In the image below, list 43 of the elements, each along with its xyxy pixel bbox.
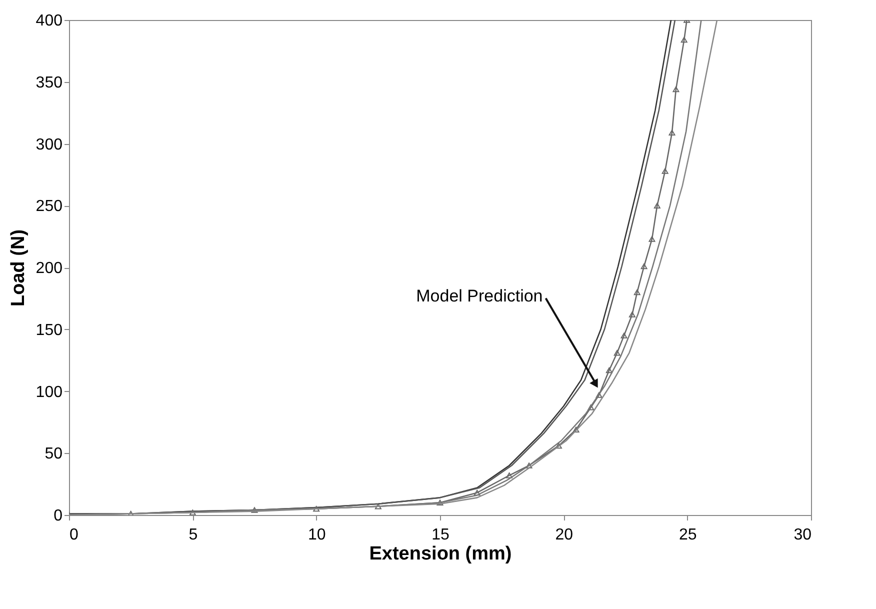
x-tick-label: 15	[432, 526, 450, 544]
y-tick-label: 200	[36, 260, 63, 277]
y-tick-label: 300	[36, 136, 63, 154]
point	[251, 507, 258, 513]
y-tick-label: 400	[36, 12, 63, 30]
x-tick-label: 25	[678, 526, 697, 544]
point	[506, 472, 512, 478]
point	[634, 289, 640, 296]
point	[668, 130, 676, 136]
y-tick-label: 0	[54, 508, 63, 524]
point	[526, 462, 532, 468]
x-tick-label: 20	[555, 526, 574, 544]
point	[436, 500, 444, 506]
y-tick-label: 350	[36, 74, 63, 92]
point	[313, 506, 320, 512]
point	[628, 312, 636, 318]
point	[640, 263, 648, 270]
x-tick-label: 30	[794, 526, 812, 544]
point	[620, 332, 628, 338]
point	[572, 426, 580, 432]
point	[474, 490, 480, 496]
point	[596, 392, 602, 398]
x-tick-label: 0	[70, 526, 78, 544]
point	[654, 202, 660, 208]
point	[648, 236, 656, 242]
x-tick-label: 10	[308, 526, 326, 544]
y-tick-label: 50	[44, 446, 63, 463]
point	[606, 367, 612, 374]
point	[662, 168, 668, 174]
point	[374, 503, 382, 510]
y-tick-label: 100	[36, 384, 63, 401]
point	[672, 86, 680, 92]
point	[680, 36, 688, 43]
point	[614, 350, 620, 356]
point	[189, 510, 196, 515]
y-tick-label: 250	[36, 198, 63, 216]
y-tick-label: 150	[36, 322, 63, 339]
annotation: Model Prediction	[416, 286, 543, 306]
x-tick-label: 5	[188, 526, 198, 544]
y-axis-title: Load (N)	[8, 229, 29, 307]
x-axis-title: Extension (mm)	[369, 544, 512, 564]
point	[588, 404, 594, 410]
point	[555, 442, 562, 449]
